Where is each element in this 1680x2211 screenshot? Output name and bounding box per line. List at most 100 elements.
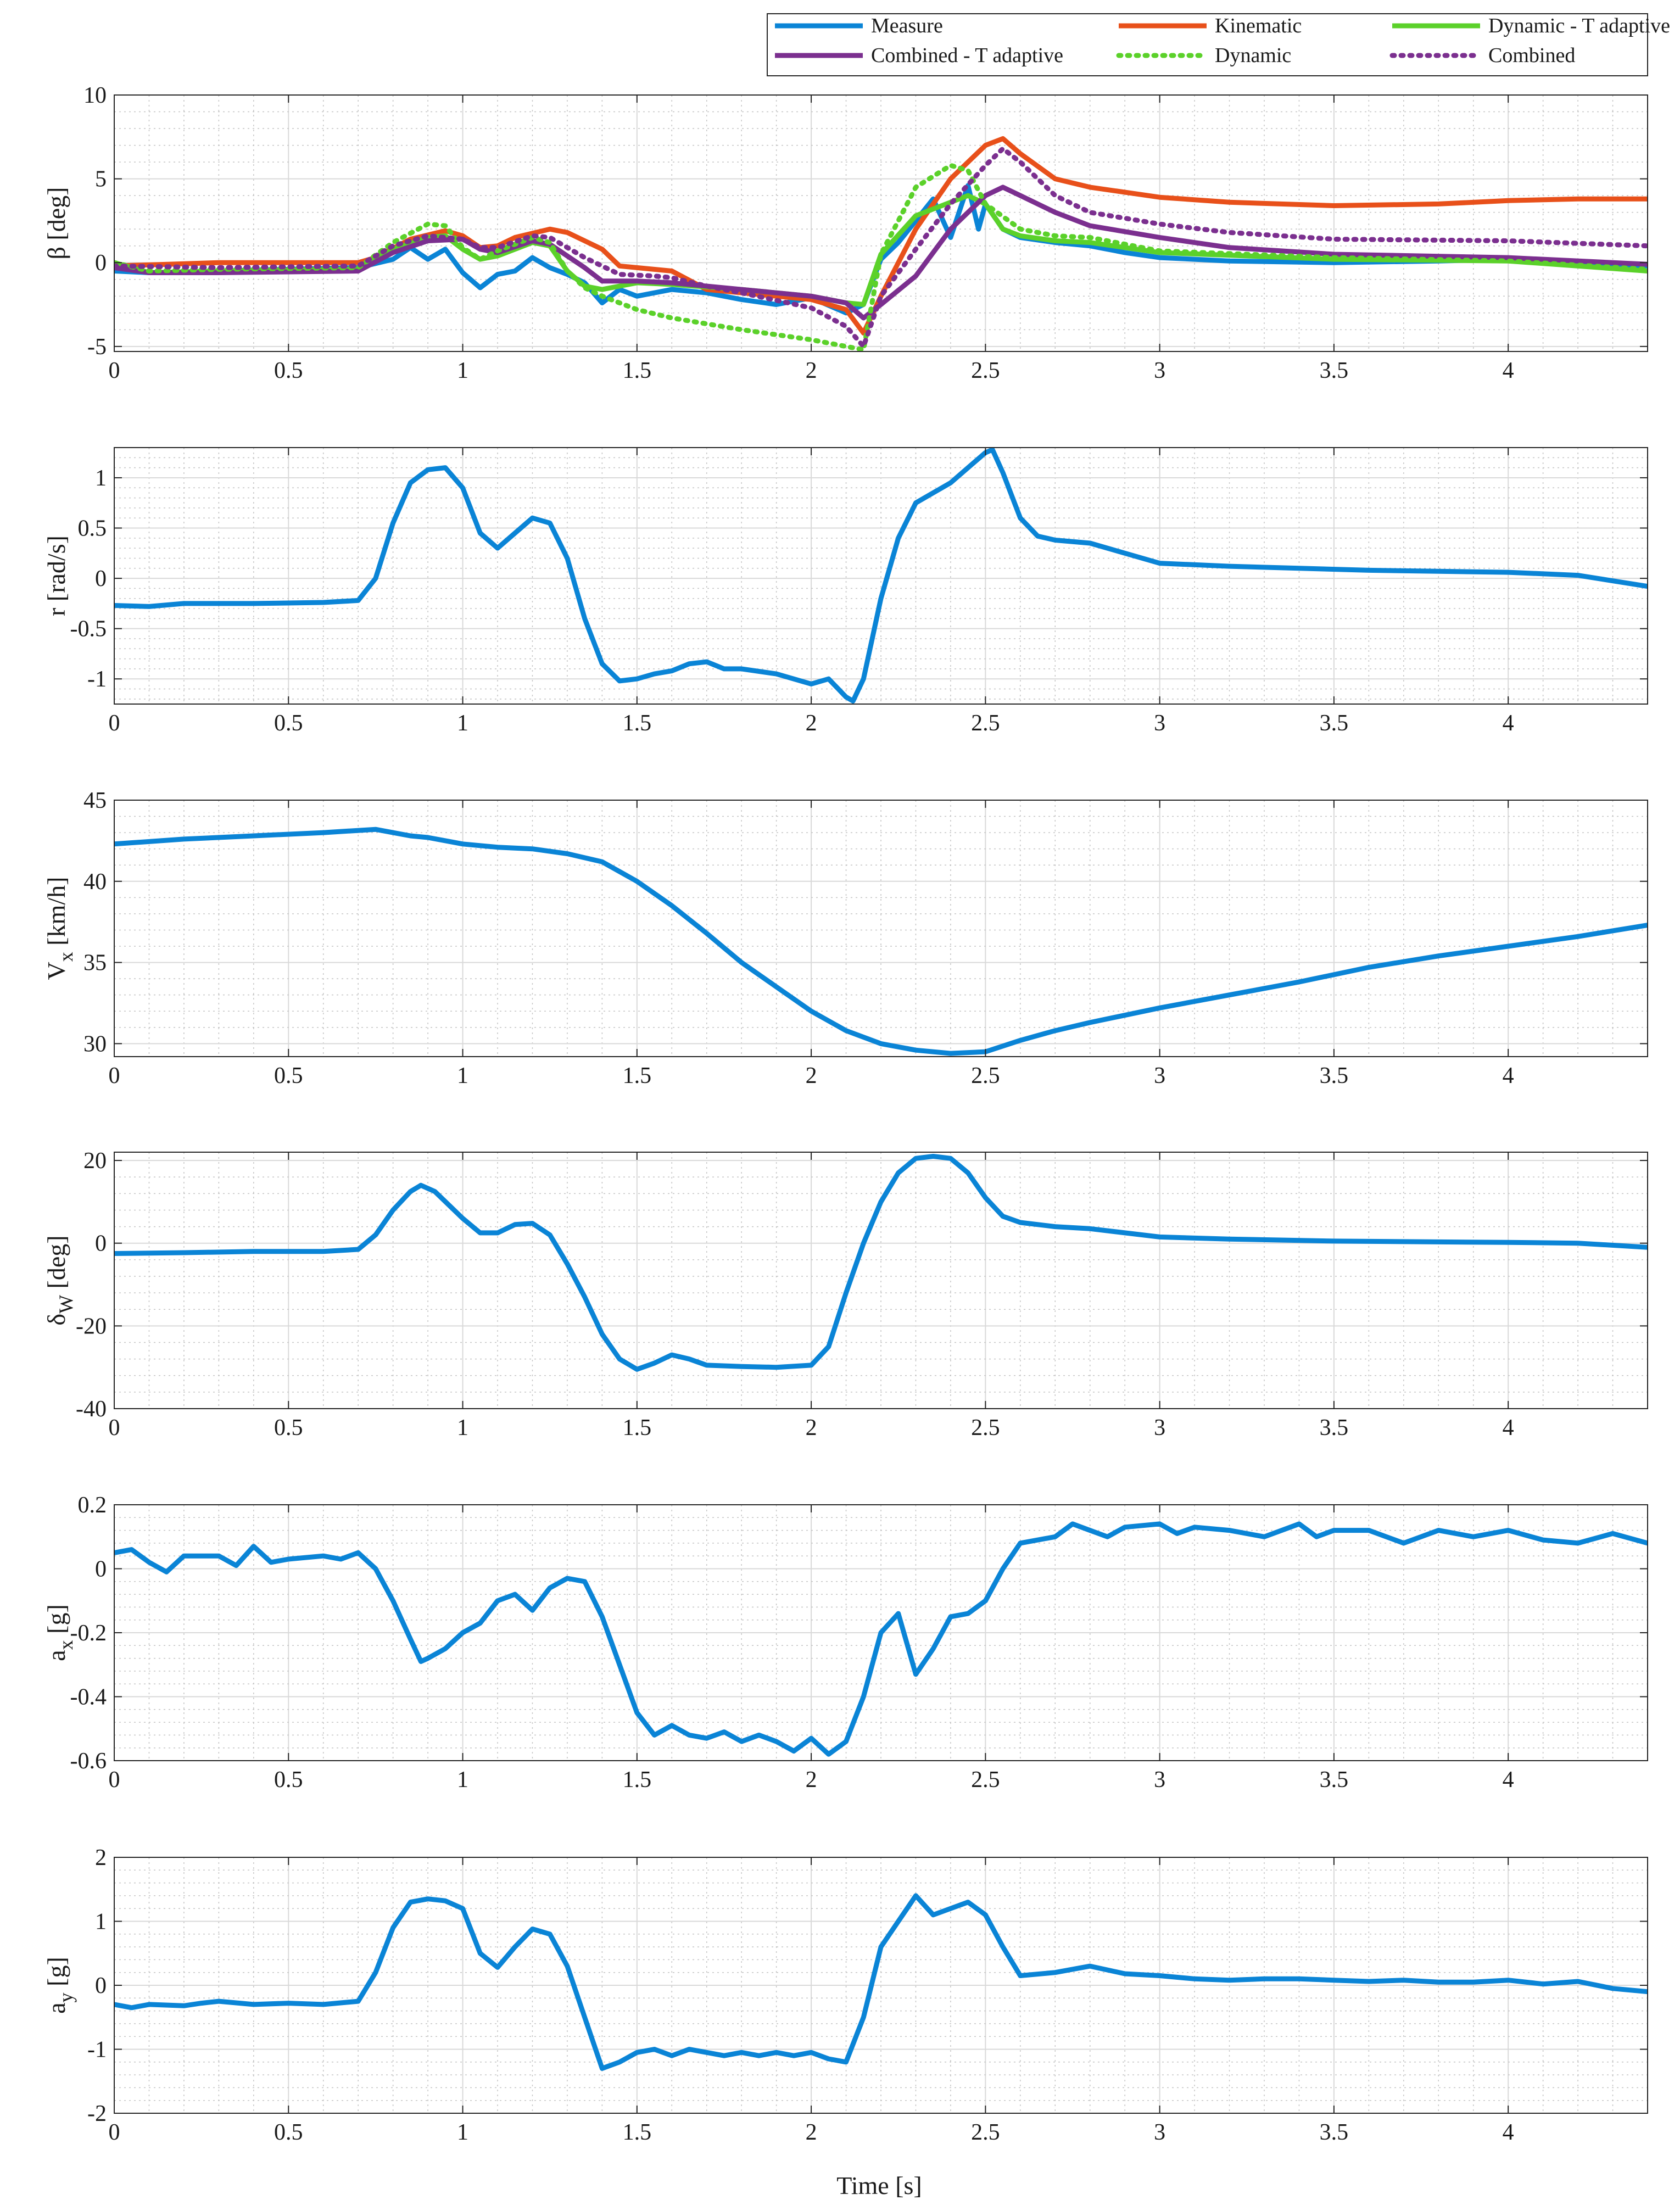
series-line-measure (114, 1521, 1648, 1757)
x-tick-label: 2 (806, 711, 817, 736)
series-line-measure (114, 183, 1648, 316)
x-tick-label: 2.5 (971, 2120, 1000, 2145)
y-tick-label: 2 (95, 1845, 107, 1871)
series-group (114, 448, 1648, 704)
y-tick-label: 35 (83, 951, 107, 976)
y-tick-label: 0 (95, 1973, 107, 1998)
subplot-2: 0 0.5 1 1.5 2 2.5 3 3.5 4 1 0.5 0 -0.5 -1 r [rad/s] (42, 447, 1648, 736)
y-tick-label: 20 (83, 1148, 107, 1174)
legend-box (767, 13, 1648, 76)
grid (114, 1152, 1648, 1409)
x-tick-label: 0.5 (274, 358, 303, 383)
x-tick-label: 0 (109, 711, 120, 736)
series-group (114, 1893, 1648, 2071)
x-tick-label: 1.5 (623, 711, 652, 736)
x-tick-label: 4 (1503, 2120, 1514, 2145)
x-tick-label: 4 (1503, 1415, 1514, 1441)
x-tick-label: 2 (806, 2120, 817, 2145)
x-tick-label: 3.5 (1320, 1767, 1349, 1793)
series-group (114, 1521, 1648, 1757)
series-line-kinematic (114, 136, 1648, 336)
x-tick-label: 2 (806, 1415, 817, 1441)
x-tick-label: 1.5 (623, 358, 652, 383)
x-tick-label: 2.5 (971, 711, 1000, 736)
plot-frame (114, 1152, 1648, 1409)
x-tick-label: 3 (1154, 1767, 1165, 1793)
x-tick-label: 1 (457, 358, 468, 383)
x-tick-label: 2 (806, 358, 817, 383)
series-line-combined (114, 146, 1648, 349)
x-tick-label: 3.5 (1320, 1415, 1349, 1441)
x-tick-label: 0.5 (274, 1063, 303, 1088)
series-line-combined-t-adaptive (114, 185, 1648, 321)
x-tick-label: 0 (109, 1063, 120, 1088)
x-tick-label: 1 (457, 2120, 468, 2145)
x-tick-label: 1 (457, 1415, 468, 1441)
x-tick-label: 3 (1154, 1063, 1165, 1088)
y-axis-label: r [rad/s] (42, 535, 70, 616)
x-tick-label: 0 (109, 1767, 120, 1793)
legend-entry-label: Measure (871, 14, 943, 37)
x-tick-label: 1 (457, 711, 468, 736)
y-tick-label: -5 (87, 334, 107, 360)
x-tick-label: 3.5 (1320, 358, 1349, 383)
x-tick-label: 3 (1154, 358, 1165, 383)
x-tick-label: 1 (457, 1767, 468, 1793)
y-tick-label: 1 (95, 466, 107, 491)
y-axis-label: ax [g] (42, 1604, 77, 1661)
x-tick-label: 2.5 (971, 1767, 1000, 1793)
x-tick-label: 0.5 (274, 711, 303, 736)
x-tick-label: 3 (1154, 711, 1165, 736)
y-tick-label: -1 (87, 2037, 107, 2063)
y-tick-label: 0 (95, 566, 107, 591)
x-tick-label: 2.5 (971, 358, 1000, 383)
series-line-measure (114, 448, 1648, 704)
y-tick-label: 1 (95, 1910, 107, 1935)
grid (114, 800, 1648, 1057)
series-group (114, 827, 1648, 1056)
y-tick-label: 0 (95, 1557, 107, 1582)
y-axis-label: Vx [km/h] (42, 877, 77, 980)
y-tick-label: 10 (83, 83, 107, 108)
x-tick-label: 0 (109, 2120, 120, 2145)
legend-entry-label: Combined - T adaptive (871, 44, 1063, 67)
y-axis-label: β [deg] (42, 187, 70, 260)
x-tick-label: 2.5 (971, 1063, 1000, 1088)
y-tick-label: -40 (76, 1397, 107, 1422)
x-tick-label: 0 (109, 358, 120, 383)
y-tick-label: 0 (95, 1231, 107, 1257)
legend: Measure Kinematic Dynamic - T adaptive Comb… (767, 13, 1670, 76)
x-tick-label: 2 (806, 1063, 817, 1088)
y-tick-label: -0.5 (70, 617, 107, 642)
legend-entry-label: Dynamic (1215, 44, 1291, 67)
x-tick-label: 3 (1154, 1415, 1165, 1441)
x-tick-label: 1.5 (623, 1063, 652, 1088)
y-tick-label: -0.6 (70, 1749, 107, 1774)
y-axis-label: ay [g] (42, 1957, 77, 2014)
x-tick-label: 1.5 (623, 1767, 652, 1793)
x-tick-label: 1.5 (623, 1415, 652, 1441)
subplot-3: 0 0.5 1 1.5 2 2.5 3 3.5 4 45 40 35 30 Vx [km/h] (42, 788, 1648, 1088)
series-line-measure (114, 1893, 1648, 2071)
plot-frame (114, 447, 1648, 705)
y-axis-label: δW [deg] (42, 1235, 77, 1325)
x-tick-label: 2 (806, 1767, 817, 1793)
series-line-measure (114, 1154, 1648, 1372)
grid (114, 94, 1648, 351)
x-tick-label: 3.5 (1320, 1063, 1349, 1088)
legend-entry-label: Combined (1488, 44, 1575, 67)
series-group (114, 136, 1648, 351)
plot-frame (114, 94, 1648, 352)
y-tick-label: -0.2 (70, 1621, 107, 1646)
x-tick-label: 4 (1503, 358, 1514, 383)
series-line-dynamic (114, 163, 1648, 351)
y-tick-label: -20 (76, 1314, 107, 1339)
grid (114, 1857, 1648, 2114)
x-tick-label: 1 (457, 1063, 468, 1088)
subplot-4: 0 0.5 1 1.5 2 2.5 3 3.5 4 20 0 -20 -40 δW [deg] (42, 1148, 1648, 1441)
y-tick-label: 0 (95, 250, 107, 276)
x-tick-label: 3.5 (1320, 2120, 1349, 2145)
